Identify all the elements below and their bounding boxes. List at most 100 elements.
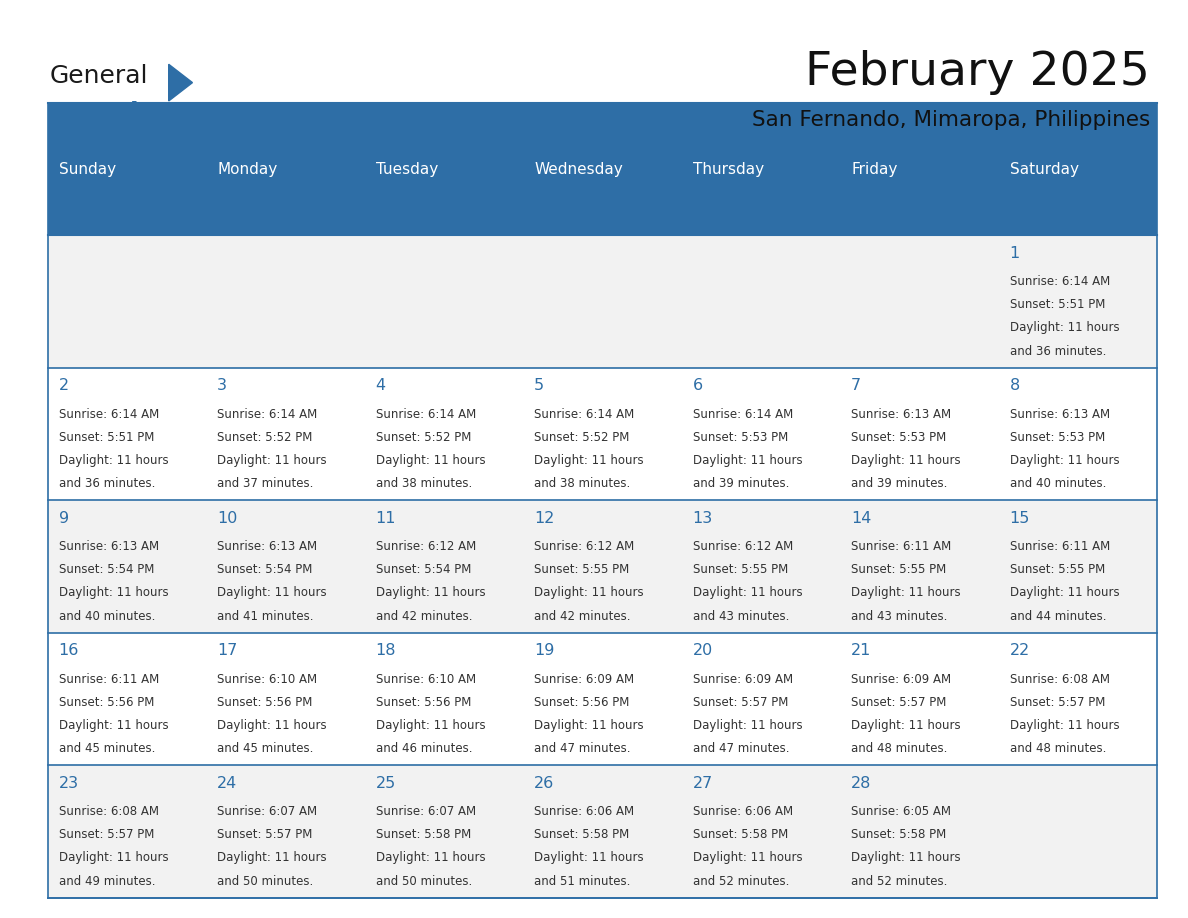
Bar	[48, 103, 206, 235]
Text: 23: 23	[58, 776, 78, 791]
Text: and 37 minutes.: and 37 minutes.	[217, 477, 314, 490]
Text: Daylight: 11 hours: Daylight: 11 hours	[375, 851, 485, 865]
Text: and 36 minutes.: and 36 minutes.	[1010, 344, 1106, 358]
Text: Sunset: 5:51 PM: Sunset: 5:51 PM	[58, 431, 154, 443]
Bar	[523, 103, 682, 235]
Text: Sunset: 5:53 PM: Sunset: 5:53 PM	[693, 431, 788, 443]
Text: Sunset: 5:52 PM: Sunset: 5:52 PM	[375, 431, 470, 443]
Text: Tuesday: Tuesday	[375, 162, 438, 176]
Text: February 2025: February 2025	[805, 50, 1150, 95]
Text: Sunset: 5:52 PM: Sunset: 5:52 PM	[217, 431, 312, 443]
Text: 14: 14	[851, 511, 872, 526]
Bar	[999, 103, 1157, 235]
Text: Daylight: 11 hours: Daylight: 11 hours	[693, 587, 802, 599]
Text: and 42 minutes.: and 42 minutes.	[375, 610, 472, 622]
Text: and 48 minutes.: and 48 minutes.	[851, 742, 948, 756]
Text: Blue: Blue	[112, 101, 175, 125]
Text: San Fernando, Mimaropa, Philippines: San Fernando, Mimaropa, Philippines	[752, 110, 1150, 130]
Text: Sunrise: 6:10 AM: Sunrise: 6:10 AM	[217, 673, 317, 686]
Text: and 50 minutes.: and 50 minutes.	[375, 875, 472, 888]
Text: Daylight: 11 hours: Daylight: 11 hours	[58, 453, 169, 467]
Text: Sunset: 5:57 PM: Sunset: 5:57 PM	[1010, 696, 1105, 709]
Text: Sunset: 5:53 PM: Sunset: 5:53 PM	[1010, 431, 1105, 443]
Bar	[365, 103, 523, 235]
Text: 7: 7	[851, 378, 861, 394]
Text: and 42 minutes.: and 42 minutes.	[535, 610, 631, 622]
Text: Thursday: Thursday	[693, 162, 764, 176]
Text: Daylight: 11 hours: Daylight: 11 hours	[217, 851, 327, 865]
Text: Daylight: 11 hours: Daylight: 11 hours	[851, 719, 961, 732]
Text: Sunrise: 6:06 AM: Sunrise: 6:06 AM	[693, 805, 792, 818]
Text: Sunrise: 6:07 AM: Sunrise: 6:07 AM	[217, 805, 317, 818]
Text: and 52 minutes.: and 52 minutes.	[693, 875, 789, 888]
Text: Sunrise: 6:13 AM: Sunrise: 6:13 AM	[1010, 408, 1110, 420]
Text: and 39 minutes.: and 39 minutes.	[693, 477, 789, 490]
Text: Daylight: 11 hours: Daylight: 11 hours	[217, 719, 327, 732]
Text: 22: 22	[1010, 644, 1030, 658]
Bar	[206, 103, 365, 235]
Text: and 43 minutes.: and 43 minutes.	[693, 610, 789, 622]
Text: Daylight: 11 hours: Daylight: 11 hours	[375, 453, 485, 467]
Text: and 52 minutes.: and 52 minutes.	[851, 875, 948, 888]
Text: 12: 12	[535, 511, 555, 526]
Text: Wednesday: Wednesday	[535, 162, 623, 176]
Text: and 38 minutes.: and 38 minutes.	[535, 477, 631, 490]
Text: Daylight: 11 hours: Daylight: 11 hours	[58, 719, 169, 732]
Text: and 47 minutes.: and 47 minutes.	[535, 742, 631, 756]
Text: and 41 minutes.: and 41 minutes.	[217, 610, 314, 622]
Text: 19: 19	[535, 644, 555, 658]
Text: Sunset: 5:57 PM: Sunset: 5:57 PM	[693, 696, 788, 709]
Text: 4: 4	[375, 378, 386, 394]
Bar	[48, 633, 1157, 766]
Text: Daylight: 11 hours: Daylight: 11 hours	[851, 587, 961, 599]
Text: Sunset: 5:56 PM: Sunset: 5:56 PM	[535, 696, 630, 709]
Text: and 49 minutes.: and 49 minutes.	[58, 875, 156, 888]
Text: and 51 minutes.: and 51 minutes.	[535, 875, 631, 888]
Text: 26: 26	[535, 776, 555, 791]
Text: and 47 minutes.: and 47 minutes.	[693, 742, 789, 756]
Text: Sunrise: 6:14 AM: Sunrise: 6:14 AM	[1010, 275, 1110, 288]
Text: 24: 24	[217, 776, 238, 791]
Text: 20: 20	[693, 644, 713, 658]
Text: Sunrise: 6:08 AM: Sunrise: 6:08 AM	[1010, 673, 1110, 686]
Text: Sunset: 5:56 PM: Sunset: 5:56 PM	[58, 696, 154, 709]
Text: Sunrise: 6:13 AM: Sunrise: 6:13 AM	[217, 540, 317, 553]
Text: and 43 minutes.: and 43 minutes.	[851, 610, 948, 622]
Text: Sunset: 5:55 PM: Sunset: 5:55 PM	[693, 564, 788, 577]
Text: Sunrise: 6:12 AM: Sunrise: 6:12 AM	[693, 540, 792, 553]
Text: Sunrise: 6:11 AM: Sunrise: 6:11 AM	[851, 540, 952, 553]
Text: Sunset: 5:58 PM: Sunset: 5:58 PM	[693, 828, 788, 841]
Text: Sunset: 5:54 PM: Sunset: 5:54 PM	[58, 564, 154, 577]
Text: Daylight: 11 hours: Daylight: 11 hours	[1010, 719, 1119, 732]
Text: and 40 minutes.: and 40 minutes.	[1010, 477, 1106, 490]
Text: 16: 16	[58, 644, 78, 658]
Text: Daylight: 11 hours: Daylight: 11 hours	[535, 719, 644, 732]
Text: 10: 10	[217, 511, 238, 526]
Text: 15: 15	[1010, 511, 1030, 526]
Text: 11: 11	[375, 511, 396, 526]
Text: Daylight: 11 hours: Daylight: 11 hours	[535, 587, 644, 599]
Text: 8: 8	[1010, 378, 1020, 394]
Text: Sunset: 5:57 PM: Sunset: 5:57 PM	[217, 828, 312, 841]
Bar	[840, 103, 999, 235]
Text: Daylight: 11 hours: Daylight: 11 hours	[1010, 321, 1119, 334]
Text: Friday: Friday	[851, 162, 898, 176]
Text: 21: 21	[851, 644, 872, 658]
Text: Daylight: 11 hours: Daylight: 11 hours	[693, 851, 802, 865]
Text: Sunrise: 6:14 AM: Sunrise: 6:14 AM	[535, 408, 634, 420]
Text: 5: 5	[535, 378, 544, 394]
Text: Sunday: Sunday	[58, 162, 115, 176]
Text: Daylight: 11 hours: Daylight: 11 hours	[375, 587, 485, 599]
Text: Sunset: 5:56 PM: Sunset: 5:56 PM	[375, 696, 470, 709]
Bar	[48, 368, 1157, 500]
Text: Sunrise: 6:05 AM: Sunrise: 6:05 AM	[851, 805, 952, 818]
Text: Monday: Monday	[217, 162, 277, 176]
Text: Sunset: 5:58 PM: Sunset: 5:58 PM	[535, 828, 630, 841]
Text: Sunset: 5:55 PM: Sunset: 5:55 PM	[851, 564, 947, 577]
Text: Sunset: 5:55 PM: Sunset: 5:55 PM	[535, 564, 630, 577]
Text: Sunrise: 6:11 AM: Sunrise: 6:11 AM	[58, 673, 159, 686]
Text: Sunset: 5:52 PM: Sunset: 5:52 PM	[535, 431, 630, 443]
Text: and 45 minutes.: and 45 minutes.	[217, 742, 314, 756]
Text: Sunrise: 6:13 AM: Sunrise: 6:13 AM	[851, 408, 952, 420]
Bar	[682, 103, 840, 235]
